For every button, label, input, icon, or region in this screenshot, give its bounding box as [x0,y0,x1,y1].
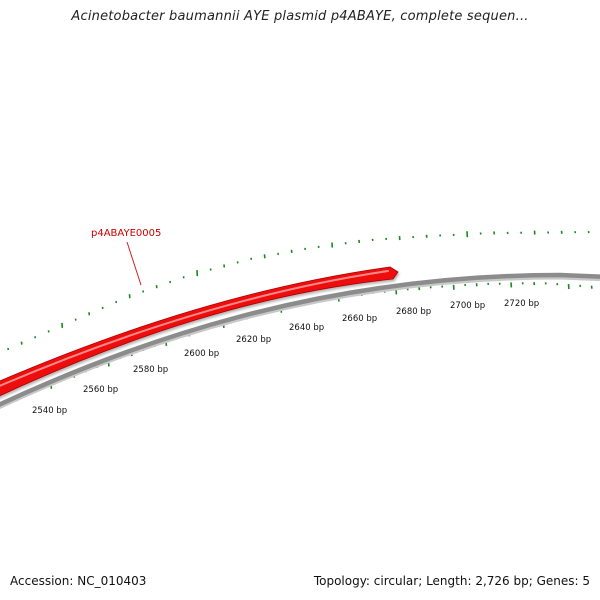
gene-feature[interactable] [0,266,399,398]
map-title: Acinetobacter baumannii AYE plasmid p4AB… [71,9,529,24]
backbone-shadow [0,276,600,410]
scale-label: 2680 bp [396,307,431,317]
gene-arrow-highlight [0,270,389,387]
scale-label: 2580 bp [133,365,168,375]
scale-label: 2720 bp [504,299,539,309]
gene-label[interactable]: p4ABAYE0005 [91,228,161,239]
scale-label: 2660 bp [342,314,377,324]
outer-gc-ticks [7,230,590,351]
scale-labels: 2540 bp 2560 bp 2580 bp 2600 bp 2620 bp 2640 … [32,299,539,416]
scale-label: 2640 bp [289,323,324,333]
backbone-ring [0,272,600,407]
topology-summary: Topology: circular; Length: 2,726 bp; Ge… [313,574,590,588]
scale-label: 2560 bp [83,385,118,395]
scale-label: 2620 bp [236,335,271,345]
gene-arrow[interactable] [0,266,399,398]
scale-label: 2700 bp [450,301,485,311]
gene-callout-line [126,241,142,286]
scale-label: 2600 bp [184,349,219,359]
accession-text: Accession: NC_010403 [10,574,147,588]
scale-label: 2540 bp [32,406,67,416]
